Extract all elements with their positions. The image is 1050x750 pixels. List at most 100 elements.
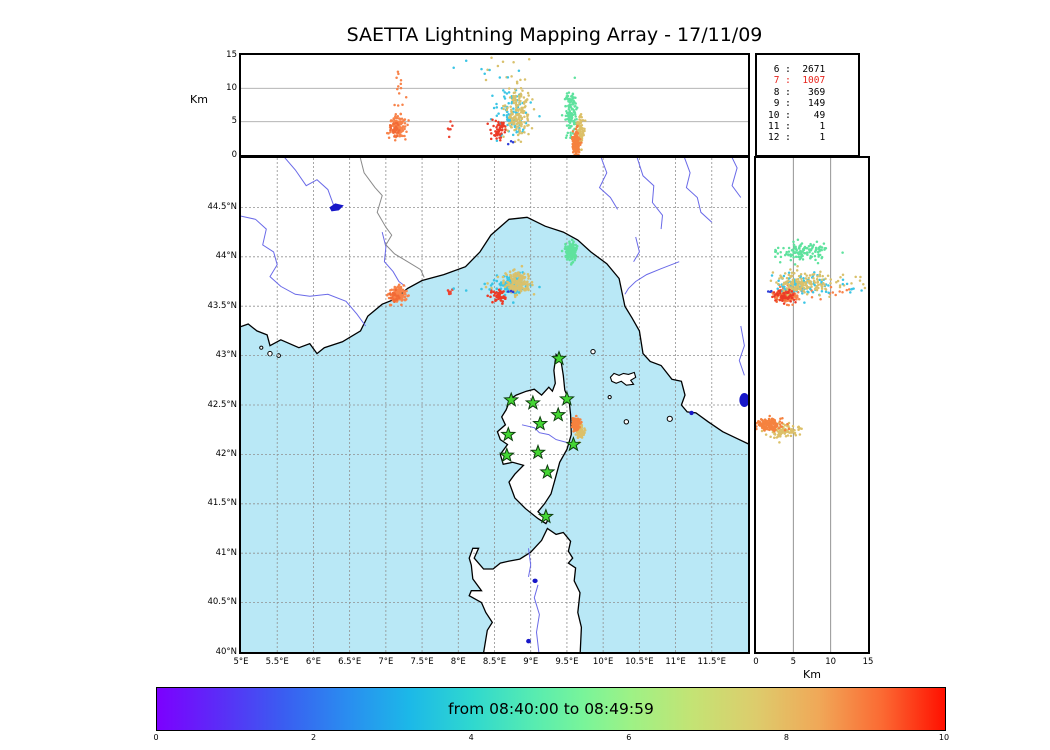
vhf-source-point: [513, 88, 517, 91]
vhf-source-point: [827, 291, 830, 294]
mainland-landmass: [241, 158, 748, 444]
vhf-source-point: [576, 131, 580, 135]
vhf-source-point: [786, 297, 790, 300]
vhf-source-point: [809, 242, 812, 246]
vhf-source-point: [527, 57, 531, 61]
vhf-source-point: [510, 111, 513, 114]
vhf-source-point: [502, 95, 506, 98]
vhf-source-point: [580, 420, 583, 424]
vhf-source-point: [520, 264, 524, 268]
vhf-source-point: [523, 275, 527, 279]
vhf-source-point: [495, 287, 499, 290]
vhf-source-point: [802, 276, 805, 280]
map-longitude-tick-label: 10°E: [592, 657, 614, 667]
vhf-source-point: [502, 135, 505, 139]
sardinia-landmass: [469, 528, 582, 652]
vhf-source-point: [495, 125, 498, 129]
small-island: [666, 415, 673, 422]
vhf-source-point: [778, 298, 782, 302]
vhf-source-point: [583, 127, 586, 131]
vhf-source-point: [515, 104, 518, 108]
vhf-source-point: [486, 68, 489, 71]
vhf-source-point: [513, 268, 516, 271]
vhf-source-point: [560, 249, 564, 253]
vhf-source-point: [783, 424, 787, 427]
river-line: [241, 215, 367, 327]
map-latitude-tick-label: 41.5°N: [207, 498, 237, 509]
vhf-source-point: [568, 118, 571, 122]
vhf-source-point: [506, 129, 509, 132]
vhf-source-point: [451, 124, 454, 128]
vhf-source-point: [575, 118, 578, 121]
vhf-source-point: [802, 248, 806, 252]
vhf-source-point: [401, 125, 405, 128]
vhf-source-point: [831, 291, 835, 294]
vhf-source-point: [489, 137, 493, 141]
vhf-source-point: [511, 133, 515, 137]
vhf-source-point: [396, 131, 400, 134]
river-line: [684, 158, 713, 223]
vhf-source-point: [796, 238, 800, 242]
vhf-source-point: [497, 112, 500, 115]
vhf-source-point: [404, 298, 408, 301]
vhf-source-point: [790, 427, 794, 431]
vhf-source-point: [490, 56, 493, 60]
vhf-source-point: [513, 140, 517, 143]
vhf-source-point: [764, 433, 768, 436]
vhf-source-point: [394, 298, 398, 301]
sardinia-coastline: [468, 527, 583, 652]
vhf-source-point: [519, 111, 523, 114]
vhf-source-point: [399, 112, 403, 116]
vhf-source-point: [565, 124, 569, 127]
vhf-source-point: [814, 250, 817, 253]
vhf-source-point: [500, 124, 503, 127]
vhf-source-point: [812, 276, 815, 280]
vhf-source-point: [398, 120, 401, 123]
vhf-source-point: [819, 298, 822, 301]
source-count-list: 6 : 2671 7 : 1007 8 : 369 9 : 149 10 : 49…: [768, 64, 825, 144]
vhf-source-point: [824, 290, 828, 293]
top-panel-ytick-label: 0: [231, 149, 237, 160]
right-panel-xtick-label: 0: [753, 657, 759, 667]
vhf-source-point: [782, 289, 786, 293]
vhf-source-point: [799, 243, 802, 246]
vhf-source-point: [772, 428, 776, 431]
vhf-source-point: [569, 124, 573, 128]
source-count-box: 6 : 2671 7 : 1007 8 : 369 9 : 149 10 : 49…: [755, 53, 860, 157]
vhf-source-point: [494, 119, 498, 123]
vhf-source-point: [571, 260, 575, 264]
vhf-source-point: [520, 131, 524, 135]
vhf-source-point: [580, 141, 583, 144]
vhf-source-point: [791, 284, 794, 287]
vhf-source-point: [464, 59, 468, 62]
vhf-source-point: [799, 252, 802, 255]
vhf-source-point: [797, 246, 801, 250]
vhf-source-point: [776, 291, 779, 295]
vhf-source-point: [399, 79, 403, 82]
vhf-source-point: [762, 421, 766, 424]
colorbar-tick-label: 0: [153, 733, 159, 742]
vhf-source-point: [789, 268, 792, 271]
vhf-source-point: [564, 105, 567, 108]
vhf-source-point: [508, 119, 512, 122]
vhf-source-point: [491, 300, 494, 304]
vhf-source-point: [791, 424, 795, 428]
vhf-source-point: [572, 119, 575, 123]
vhf-source-point: [820, 280, 823, 283]
vhf-source-point: [530, 280, 534, 284]
vhf-source-point: [790, 274, 794, 278]
vhf-source-point: [506, 278, 510, 281]
vhf-source-point: [484, 78, 488, 82]
vhf-source-point: [518, 129, 522, 133]
vhf-source-point: [403, 134, 406, 138]
vhf-source-point: [575, 414, 578, 418]
vhf-source-point: [822, 282, 825, 285]
small-island: [267, 350, 273, 357]
map-longitude-tick-label: 6.5°E: [338, 657, 362, 667]
vhf-source-point: [400, 303, 403, 307]
small-island: [607, 394, 612, 400]
vhf-source-point: [519, 284, 523, 287]
vhf-source-point: [786, 434, 790, 437]
source-count-line: 10 : 49: [768, 109, 826, 121]
vhf-source-point: [577, 148, 580, 151]
